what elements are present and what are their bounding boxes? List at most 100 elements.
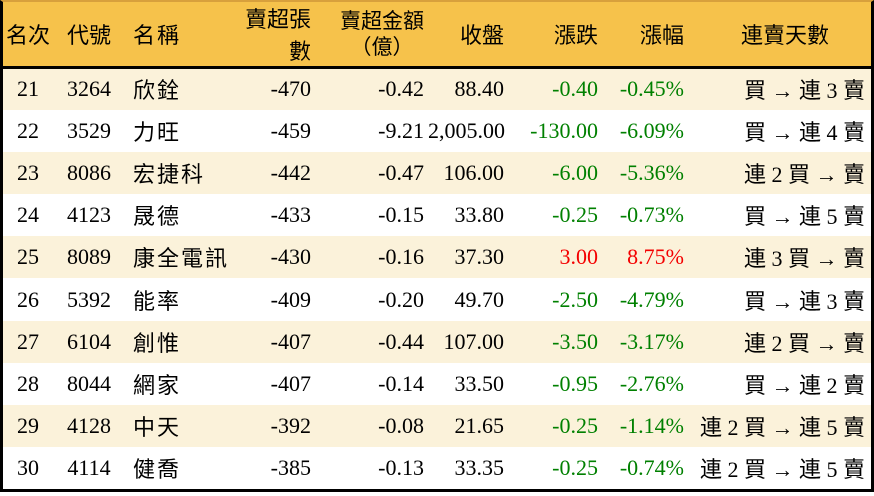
table-body: 21 3264 欣銓 -470 -0.42 88.40 -0.40 -0.45% 買 → 連 3… xyxy=(3,67,871,490)
cell-name: 欣銓 xyxy=(133,78,182,104)
cell-change-pct: -0.74% xyxy=(619,455,684,481)
net-sell-ranking-table: 名次 代號 名稱 賣超張數 賣超金額 （億） 收盤 漲跌 漲幅 連賣天數 21 32… xyxy=(3,2,871,490)
cell-net-sell-amount: -9.21 xyxy=(378,117,424,143)
cell-rank: 22 xyxy=(17,117,39,143)
cell-rank: 24 xyxy=(17,202,39,228)
cell-code: 8086 xyxy=(67,159,111,185)
cell-change-pct: -2.76% xyxy=(619,370,684,396)
cell-close: 33.35 xyxy=(454,455,505,481)
cell-change: -0.25 xyxy=(552,413,598,439)
header-row: 名次 代號 名稱 賣超張數 賣超金額 （億） 收盤 漲跌 漲幅 連賣天數 xyxy=(3,2,871,69)
cell-name: 網家 xyxy=(133,372,182,398)
cell-rank: 23 xyxy=(17,159,39,185)
table-row: 28 8044 網家 -407 -0.14 33.50 -0.95 -2.76% 買 → 連 2… xyxy=(3,362,871,405)
cell-streak: 連 2 買 → 賣 xyxy=(743,330,865,356)
table-row: 24 4123 晟德 -433 -0.15 33.80 -0.25 -0.73% 買 → 連 5… xyxy=(3,194,871,237)
cell-net-sell-lots: -433 xyxy=(270,202,311,228)
cell-streak: 買 → 連 3 賣 xyxy=(743,78,865,104)
col-header-change: 漲跌 xyxy=(508,2,602,69)
cell-code: 8044 xyxy=(67,370,111,396)
cell-net-sell-lots: -409 xyxy=(270,286,311,312)
cell-streak: 買 → 連 3 賣 xyxy=(743,288,865,314)
table-row: 27 6104 創惟 -407 -0.44 107.00 -3.50 -3.17% 連 2 買 … xyxy=(3,320,871,363)
cell-streak: 買 → 連 4 賣 xyxy=(743,119,865,145)
cell-streak: 連 2 買 → 連 5 賣 xyxy=(699,457,865,483)
cell-rank: 30 xyxy=(17,455,39,481)
cell-rank: 21 xyxy=(17,76,39,102)
cell-net-sell-amount: -0.08 xyxy=(378,413,424,439)
cell-name: 宏捷科 xyxy=(133,161,206,187)
cell-code: 8089 xyxy=(67,244,111,270)
col-header-code: 代號 xyxy=(53,2,125,69)
cell-code: 4128 xyxy=(67,413,111,439)
cell-change-pct: -0.45% xyxy=(619,76,684,102)
cell-change-pct: -3.17% xyxy=(619,328,684,354)
col-header-change-pct: 漲幅 xyxy=(602,2,688,69)
cell-change: -0.95 xyxy=(552,370,598,396)
cell-net-sell-amount: -0.13 xyxy=(378,455,424,481)
table-row: 21 3264 欣銓 -470 -0.42 88.40 -0.40 -0.45% 買 → 連 3… xyxy=(3,67,871,110)
net-sell-amount-header-line1: 賣超金額 xyxy=(340,9,424,33)
cell-code: 3529 xyxy=(67,117,111,143)
net-sell-amount-header-lines: 賣超金額 （億） xyxy=(340,8,424,60)
col-header-rank: 名次 xyxy=(3,2,53,69)
cell-streak: 買 → 連 5 賣 xyxy=(743,204,865,230)
cell-change: -2.50 xyxy=(552,286,598,312)
cell-streak: 連 3 買 → 賣 xyxy=(743,246,865,272)
cell-net-sell-amount: -0.14 xyxy=(378,370,424,396)
cell-net-sell-amount: -0.20 xyxy=(378,286,424,312)
cell-change: -0.40 xyxy=(552,76,598,102)
table-row: 30 4114 健喬 -385 -0.13 33.35 -0.25 -0.74% 連 2 買 →… xyxy=(3,447,871,490)
cell-close: 107.00 xyxy=(443,328,505,354)
cell-change-pct: -5.36% xyxy=(619,159,684,185)
cell-change-pct: -1.14% xyxy=(619,413,684,439)
cell-close: 106.00 xyxy=(443,159,505,185)
cell-change-pct: -4.79% xyxy=(619,286,684,312)
cell-code: 5392 xyxy=(67,286,111,312)
cell-net-sell-lots: -442 xyxy=(270,159,311,185)
cell-name: 康全電訊 xyxy=(133,246,230,272)
cell-code: 4114 xyxy=(67,455,111,481)
cell-name: 晟德 xyxy=(133,204,182,230)
cell-change: -3.50 xyxy=(552,328,598,354)
cell-name: 能率 xyxy=(133,288,182,314)
cell-close: 2,005.00 xyxy=(428,117,505,143)
cell-close: 33.50 xyxy=(454,370,505,396)
cell-name: 健喬 xyxy=(133,457,182,483)
table-row: 23 8086 宏捷科 -442 -0.47 106.00 -6.00 -5.36% 連 2 買… xyxy=(3,151,871,195)
cell-close: 37.30 xyxy=(454,244,505,270)
cell-net-sell-lots: -392 xyxy=(270,413,311,439)
cell-rank: 28 xyxy=(17,370,39,396)
cell-net-sell-lots: -470 xyxy=(270,76,311,102)
cell-net-sell-lots: -407 xyxy=(270,328,311,354)
cell-net-sell-lots: -385 xyxy=(270,455,311,481)
cell-rank: 25 xyxy=(17,244,39,270)
col-header-name: 名稱 xyxy=(125,2,233,69)
cell-code: 3264 xyxy=(67,76,111,102)
cell-streak: 買 → 連 2 賣 xyxy=(743,372,865,398)
cell-change-pct: 8.75% xyxy=(627,244,684,270)
cell-net-sell-amount: -0.15 xyxy=(378,202,424,228)
cell-net-sell-lots: -430 xyxy=(270,244,311,270)
cell-net-sell-amount: -0.44 xyxy=(378,328,424,354)
cell-change-pct: -6.09% xyxy=(619,117,684,143)
col-header-streak: 連賣天數 xyxy=(688,2,871,69)
cell-change: -0.25 xyxy=(552,202,598,228)
cell-name: 中天 xyxy=(133,415,182,441)
cell-rank: 29 xyxy=(17,413,39,439)
cell-code: 4123 xyxy=(67,202,111,228)
cell-name: 力旺 xyxy=(133,119,182,145)
cell-close: 21.65 xyxy=(454,413,505,439)
cell-change: -6.00 xyxy=(552,159,598,185)
table-row: 25 8089 康全電訊 -430 -0.16 37.30 3.00 8.75% 連 3 買 →… xyxy=(3,236,871,279)
cell-rank: 26 xyxy=(17,286,39,312)
cell-net-sell-amount: -0.47 xyxy=(378,159,424,185)
cell-change-pct: -0.73% xyxy=(619,202,684,228)
cell-close: 33.80 xyxy=(454,202,505,228)
cell-change: -0.25 xyxy=(552,455,598,481)
table-row: 26 5392 能率 -409 -0.20 49.70 -2.50 -4.79% 買 → 連 3… xyxy=(3,278,871,321)
col-header-net-sell-lots: 賣超張數 xyxy=(233,2,315,69)
cell-net-sell-amount: -0.16 xyxy=(378,244,424,270)
cell-name: 創惟 xyxy=(133,330,182,356)
